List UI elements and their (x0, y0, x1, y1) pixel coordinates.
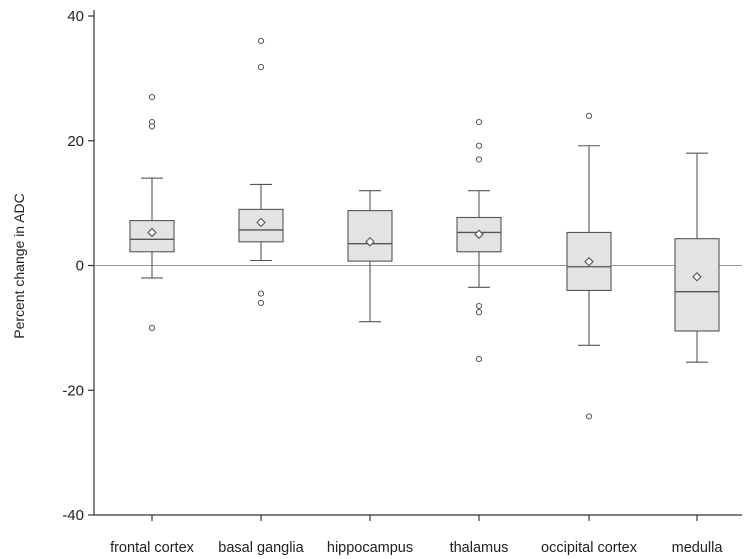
outlier-point (475, 355, 483, 363)
y-axis-title: Percent change in ADC (11, 193, 27, 339)
outlier-point (585, 413, 593, 420)
mean-marker (692, 271, 702, 282)
outlier-point (148, 93, 156, 101)
outlier-point (257, 37, 265, 45)
x-category-label: hippocampus (327, 540, 413, 556)
box-group (566, 112, 612, 420)
mean-marker (256, 217, 266, 228)
x-category-label: basal ganglia (218, 540, 304, 556)
x-category-label: medulla (672, 540, 724, 556)
x-axis: frontal cortex basal ganglia hippocampus th… (94, 514, 742, 556)
plot-area (94, 37, 742, 420)
outlier-point (475, 302, 483, 310)
y-axis: 40 20 0 -20 -40 (62, 8, 95, 524)
outlier-point (475, 118, 483, 126)
outlier-point (475, 142, 483, 149)
y-tick-label: 20 (67, 133, 84, 150)
outlier-point (257, 299, 265, 307)
y-tick-label: 0 (76, 258, 84, 275)
x-category-label: frontal cortex (110, 540, 195, 556)
x-category-label: occipital cortex (541, 540, 638, 556)
mean-marker (474, 229, 484, 240)
outlier-point (257, 64, 265, 71)
outlier-point (585, 112, 593, 119)
iqr-box (674, 238, 720, 332)
box-group (674, 152, 720, 363)
outlier-point (475, 309, 483, 316)
outlier-point (257, 290, 265, 297)
outlier-point (475, 156, 483, 163)
box-group (238, 37, 284, 307)
mean-marker (584, 256, 594, 267)
mean-marker (365, 237, 375, 247)
y-tick-label: -20 (62, 382, 84, 399)
x-category-label: thalamus (450, 540, 509, 556)
box-group (129, 93, 175, 331)
y-tick-label: -40 (62, 507, 84, 524)
outlier-point (148, 123, 156, 130)
box-group (456, 118, 502, 363)
box-group (347, 190, 393, 323)
iqr-box (347, 210, 393, 262)
mean-marker (147, 227, 157, 238)
outlier-point (148, 324, 156, 331)
y-tick-label: 40 (67, 8, 84, 25)
